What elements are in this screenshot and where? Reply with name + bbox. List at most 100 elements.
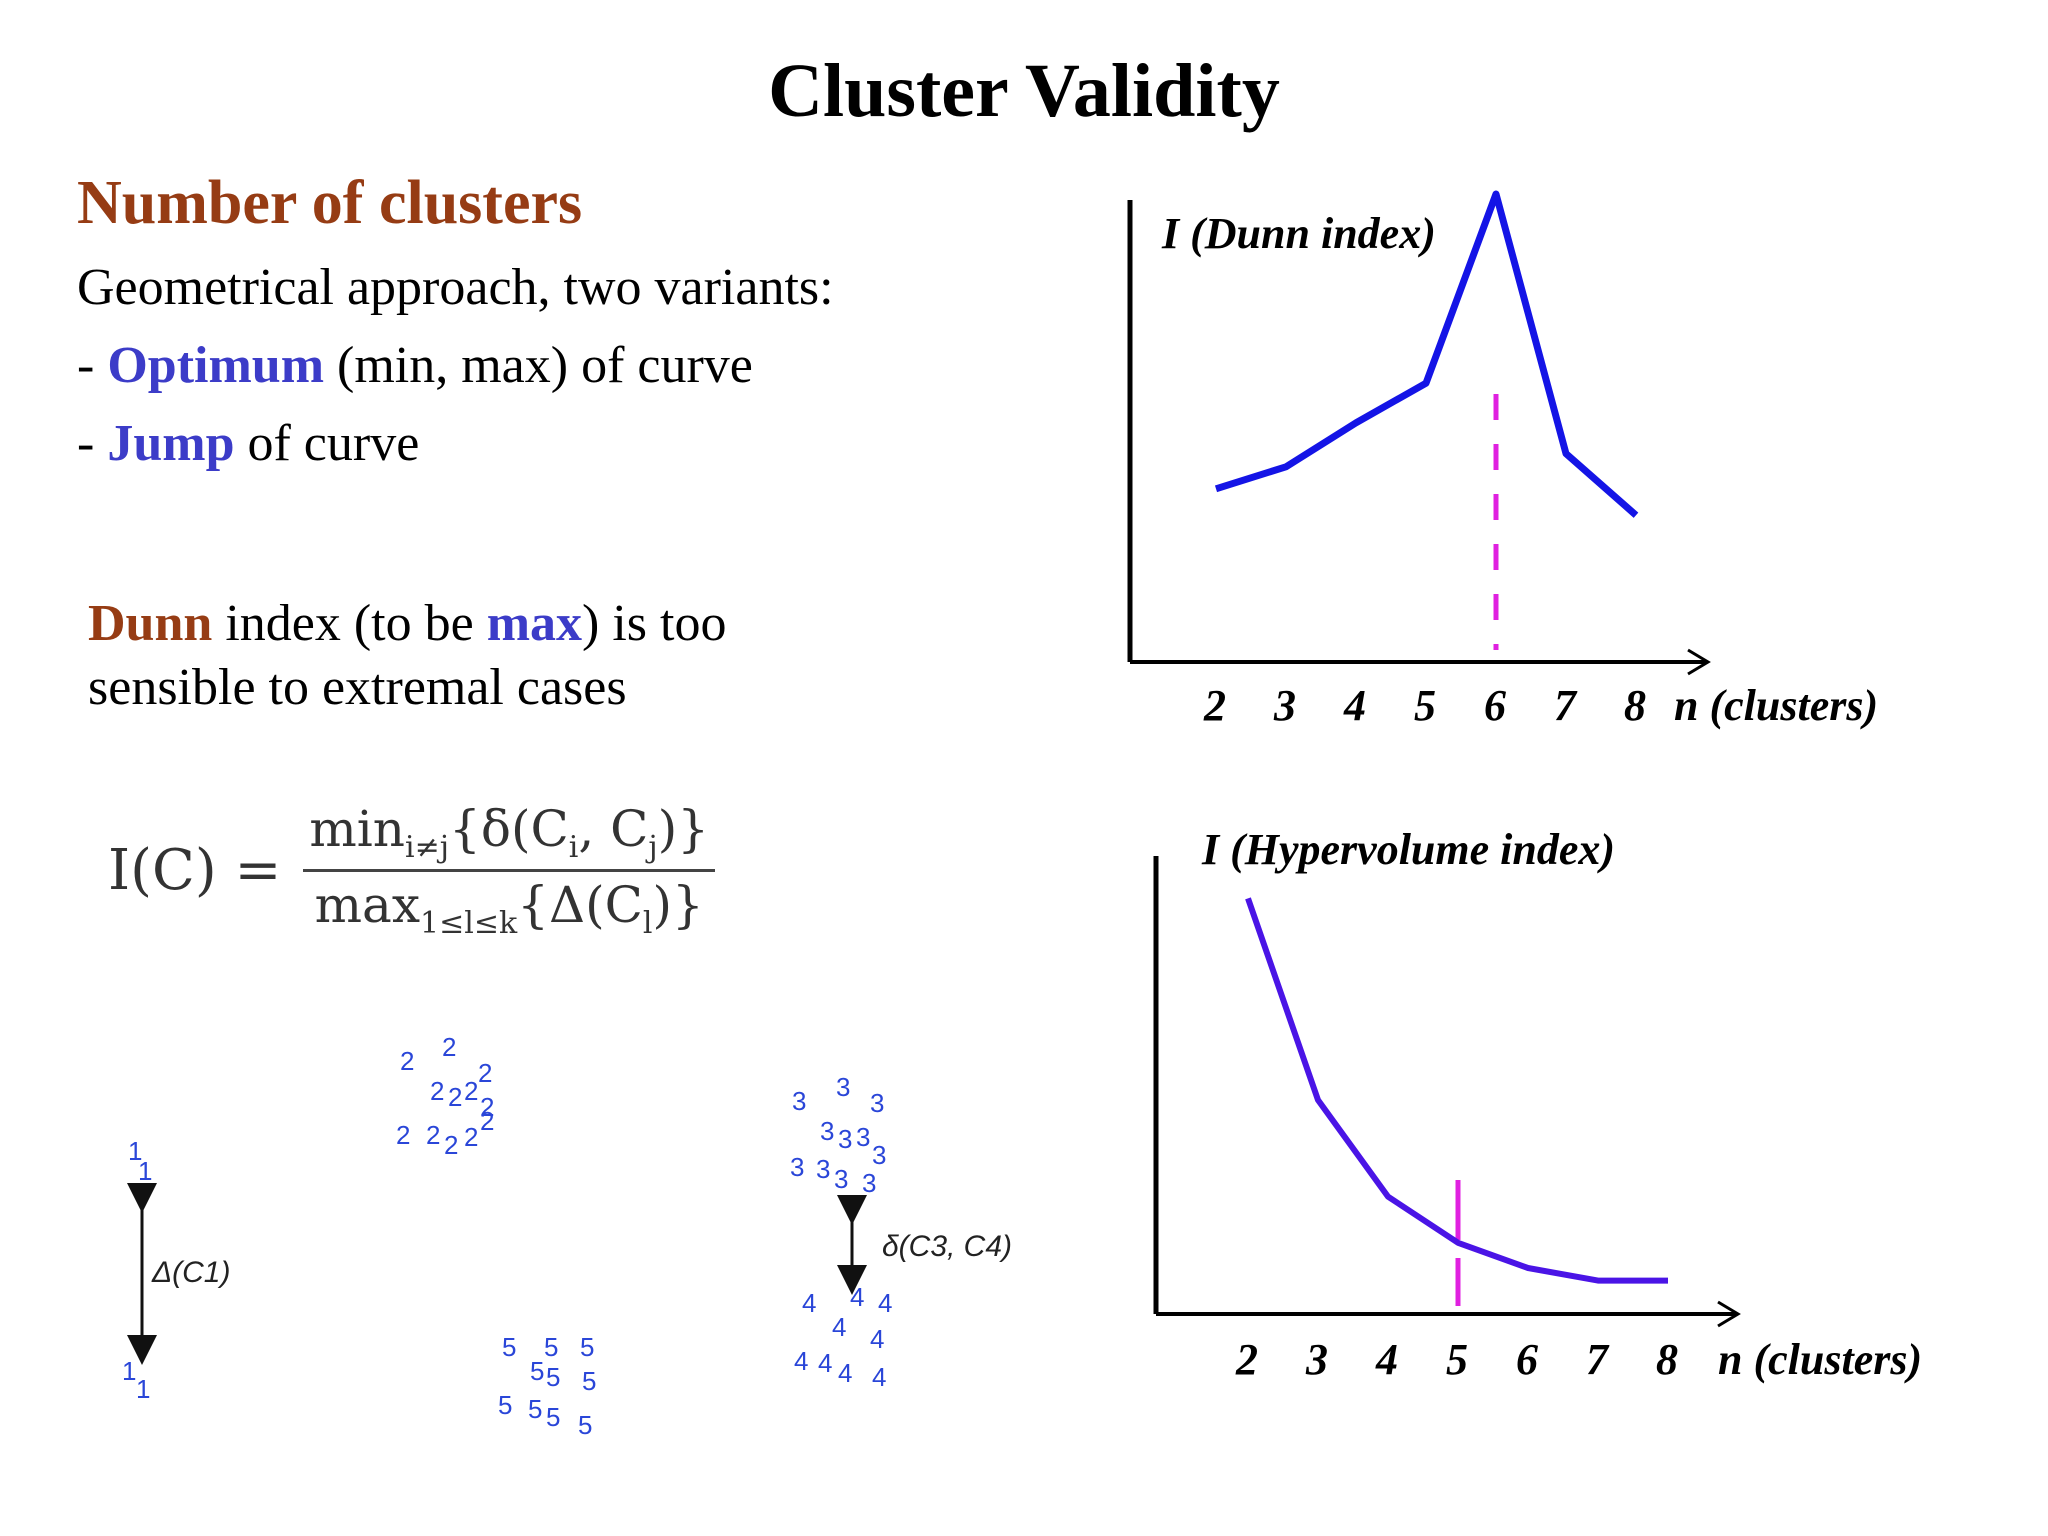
svg-text:1: 1	[122, 1356, 136, 1386]
variant-prefix: -	[77, 337, 108, 394]
svg-text:2: 2	[478, 1058, 492, 1088]
svg-text:1: 1	[136, 1374, 150, 1404]
variant-term: Optimum	[107, 337, 325, 394]
svg-text:5: 5	[582, 1366, 596, 1396]
tick-label: 8	[1656, 1335, 1678, 1384]
tick-label: 4	[1343, 681, 1366, 730]
tick-label: 6	[1516, 1335, 1538, 1384]
svg-text:2: 2	[442, 1032, 456, 1062]
variant-term: Jump	[107, 415, 235, 472]
dunn-formula: I(C) = mini≠j{δ(Ci, Cj)} max1≤l≤k{Δ(Cl)}	[108, 800, 716, 941]
variant-jump: - Jump of curve	[77, 414, 419, 473]
hypervolume-curve	[1245, 897, 1668, 1284]
dunn-ylabel: I (Dunn index)	[1161, 209, 1436, 258]
svg-text:4: 4	[872, 1362, 886, 1392]
delta-c3-c4-label: δ(C3, C4)	[882, 1230, 1012, 1263]
dunn-xlabel: n (clusters)	[1674, 681, 1878, 730]
svg-text:3: 3	[838, 1124, 852, 1154]
dunn-note: Dunn index (to be max) is too sensible t…	[88, 592, 726, 720]
slide-title: Cluster Validity	[768, 49, 1280, 133]
tick-label: 5	[1414, 681, 1436, 730]
svg-text:1: 1	[128, 1136, 142, 1166]
variant-prefix: -	[77, 415, 108, 472]
svg-text:2: 2	[480, 1092, 494, 1122]
svg-text:4: 4	[838, 1358, 852, 1388]
svg-text:3: 3	[836, 1072, 850, 1102]
svg-text:2: 2	[448, 1082, 462, 1112]
svg-text:5: 5	[528, 1394, 542, 1424]
svg-text:3: 3	[820, 1116, 834, 1146]
tick-label: 3	[1273, 681, 1296, 730]
tick-label: 2	[1235, 1335, 1258, 1384]
tick-label: 7	[1554, 681, 1578, 730]
svg-text:4: 4	[794, 1346, 808, 1376]
hypervolume-xlabel: n (clusters)	[1718, 1335, 1922, 1384]
dunn-part1: index (to be	[212, 595, 487, 652]
variant-optimum: - Optimum (min, max) of curve	[77, 336, 753, 395]
dunn-curve	[1214, 190, 1639, 518]
dunn-max: max	[486, 595, 583, 652]
svg-text:3: 3	[872, 1140, 886, 1170]
tick-label: 7	[1586, 1335, 1610, 1384]
svg-text:2: 2	[480, 1106, 494, 1136]
fraction-bar	[303, 869, 716, 872]
section-heading: Number of clusters	[77, 169, 583, 237]
cluster-1: 11 11	[122, 1136, 152, 1404]
svg-text:5: 5	[546, 1362, 560, 1392]
tick-label: 2	[1203, 681, 1226, 730]
svg-text:4: 4	[850, 1282, 864, 1312]
dunn-part2: ) is too	[582, 595, 727, 652]
tick-label: 3	[1305, 1335, 1328, 1384]
delta-c1-label: Δ(C1)	[151, 1256, 230, 1289]
svg-text:3: 3	[792, 1086, 806, 1116]
svg-text:1: 1	[138, 1156, 152, 1186]
svg-text:5: 5	[498, 1390, 512, 1420]
intro-text: Geometrical approach, two variants:	[77, 259, 834, 316]
svg-text:4: 4	[878, 1288, 892, 1318]
svg-text:5: 5	[502, 1332, 516, 1362]
svg-text:4: 4	[832, 1312, 846, 1342]
dunn-term: Dunn	[88, 595, 213, 652]
svg-text:5: 5	[580, 1332, 594, 1362]
svg-text:5: 5	[530, 1356, 544, 1386]
svg-text:3: 3	[816, 1154, 830, 1184]
svg-text:2: 2	[426, 1120, 440, 1150]
svg-text:2: 2	[464, 1122, 478, 1152]
tick-label: 4	[1375, 1335, 1398, 1384]
svg-text:5: 5	[578, 1410, 592, 1440]
variant-rest: of curve	[234, 415, 420, 472]
svg-text:2: 2	[464, 1076, 478, 1106]
tick-label: 5	[1446, 1335, 1468, 1384]
formula-lhs: I(C) =	[108, 838, 282, 903]
svg-text:3: 3	[862, 1168, 876, 1198]
variant-rest: (min, max) of curve	[324, 337, 753, 394]
tick-label: 8	[1624, 681, 1646, 730]
tick-label: 6	[1484, 681, 1506, 730]
svg-text:2: 2	[430, 1076, 444, 1106]
svg-text:3: 3	[834, 1164, 848, 1194]
svg-text:2: 2	[396, 1120, 410, 1150]
svg-text:4: 4	[818, 1348, 832, 1378]
formula-fraction: mini≠j{δ(Ci, Cj)} max1≤l≤k{Δ(Cl)}	[303, 800, 716, 941]
cluster-2: 2 22 2 2 22 2 2 2 22	[396, 1032, 494, 1160]
formula-numerator: mini≠j{δ(Ci, Cj)}	[309, 800, 710, 865]
svg-text:5: 5	[544, 1332, 558, 1362]
x-axis-arrow	[1687, 648, 1711, 676]
x-axis-arrow	[1717, 1300, 1741, 1328]
hypervolume-ylabel: I (Hypervolume index)	[1201, 825, 1615, 874]
svg-text:3: 3	[856, 1122, 870, 1152]
formula-denominator: max1≤l≤k{Δ(Cl)}	[314, 876, 704, 941]
svg-text:2: 2	[444, 1130, 458, 1160]
svg-text:3: 3	[870, 1088, 884, 1118]
svg-text:2: 2	[400, 1046, 414, 1076]
svg-text:4: 4	[802, 1288, 816, 1318]
svg-text:3: 3	[790, 1152, 804, 1182]
